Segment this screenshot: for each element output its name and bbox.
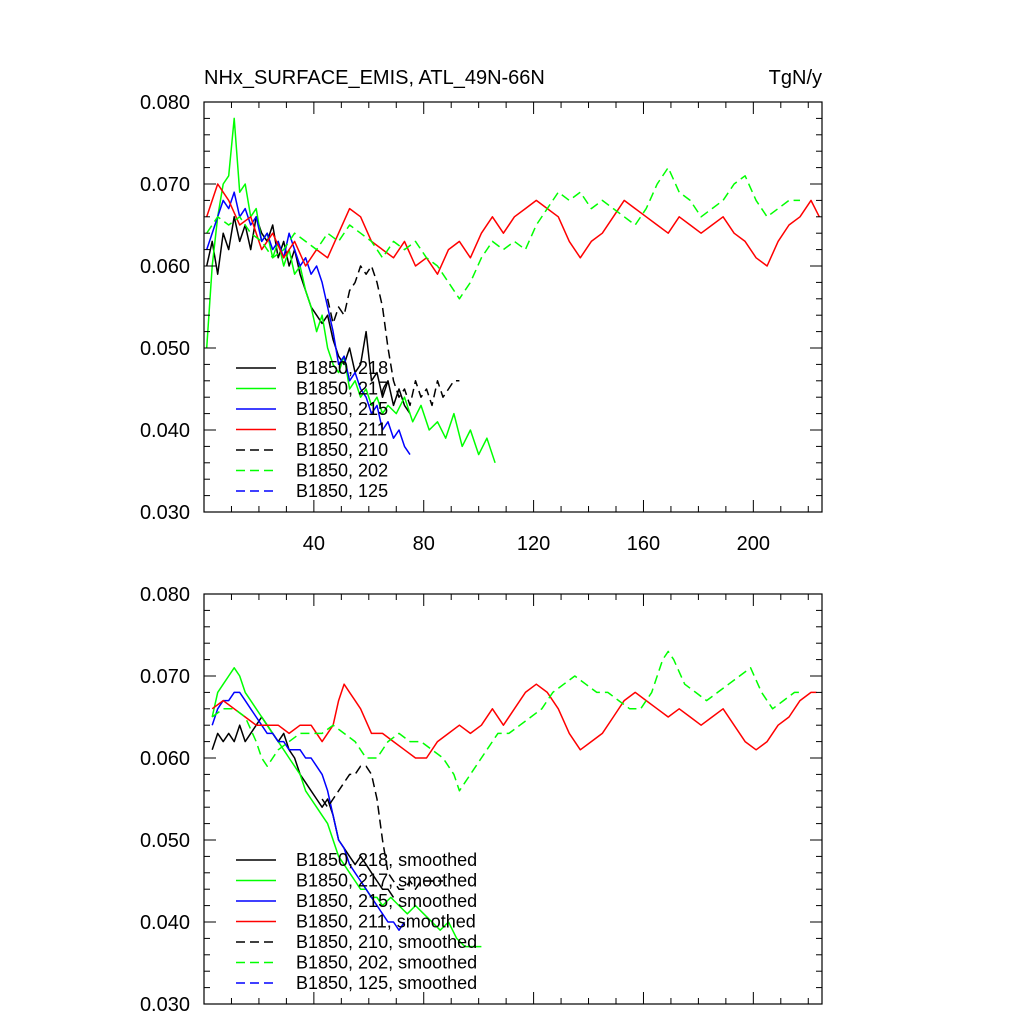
- y-tick-label: 0.050: [140, 830, 190, 852]
- y-tick-label: 0.040: [140, 420, 190, 442]
- legend-label-2: B1850, 215, smoothed: [296, 891, 477, 911]
- legend-label-4: B1850, 210, smoothed: [296, 932, 477, 952]
- y-tick-label: 0.060: [140, 256, 190, 278]
- series-line-3: [205, 183, 820, 275]
- x-tick-label: 200: [737, 533, 770, 555]
- y-tick-label: 0.050: [140, 338, 190, 360]
- series-line-5: [211, 650, 800, 792]
- legend-label-5: B1850, 202: [296, 461, 388, 481]
- series-group: [205, 117, 820, 464]
- legend-label-4: B1850, 210: [296, 440, 388, 460]
- plot-frame: [203, 593, 823, 1005]
- x-tick-label: 160: [627, 533, 660, 555]
- legend-label-3: B1850, 211: [296, 420, 387, 440]
- y-tick-label: 0.060: [140, 748, 190, 770]
- chart-title: NHx_SURFACE_EMIS, ATL_49N-66N: [204, 67, 545, 89]
- top-panel: NHx_SURFACE_EMIS, ATL_49N-66N TgN/y 0.03…: [140, 67, 823, 555]
- series-line-2: [205, 191, 411, 456]
- series-line-2: [211, 691, 406, 931]
- series-group: [211, 650, 817, 948]
- series-line-4: [326, 265, 460, 407]
- bottom-panel: 0.030 0.040 0.050 0.060 0.070 0.080 B1850, 218…: [140, 584, 823, 1016]
- series-line-3: [211, 683, 817, 759]
- x-tick-label: 120: [517, 533, 550, 555]
- units-label: TgN/y: [769, 67, 822, 89]
- y-tick-label: 0.040: [140, 912, 190, 934]
- y-tick-label: 0.070: [140, 666, 190, 688]
- y-tick-label: 0.080: [140, 584, 190, 606]
- legend-label-2: B1850, 215: [296, 399, 388, 419]
- legend-label-0: B1850, 218: [296, 358, 388, 378]
- legend-label-1: B1850, 217: [296, 379, 388, 399]
- legend-label-5: B1850, 202, smoothed: [296, 953, 477, 973]
- series-line-1: [205, 117, 496, 464]
- legend-label-6: B1850, 125: [296, 481, 388, 501]
- series-line-1: [211, 667, 482, 948]
- series-line-0: [211, 716, 395, 898]
- legend-label-0: B1850, 218, smoothed: [296, 850, 477, 870]
- x-tick-label: 80: [413, 533, 435, 555]
- y-tick-label: 0.080: [140, 92, 190, 114]
- legend-label-6: B1850, 125, smoothed: [296, 973, 477, 993]
- y-tick-label: 0.030: [140, 502, 190, 524]
- series-line-5: [206, 166, 800, 300]
- plot-frame: [203, 101, 823, 513]
- legend-label-1: B1850, 217, smoothed: [296, 871, 477, 891]
- y-tick-label: 0.070: [140, 174, 190, 196]
- legend-label-3: B1850, 211, smoothed: [296, 912, 476, 932]
- y-tick-label: 0.030: [140, 994, 190, 1016]
- series-line-4: [321, 765, 443, 890]
- x-tick-label: 40: [303, 533, 325, 555]
